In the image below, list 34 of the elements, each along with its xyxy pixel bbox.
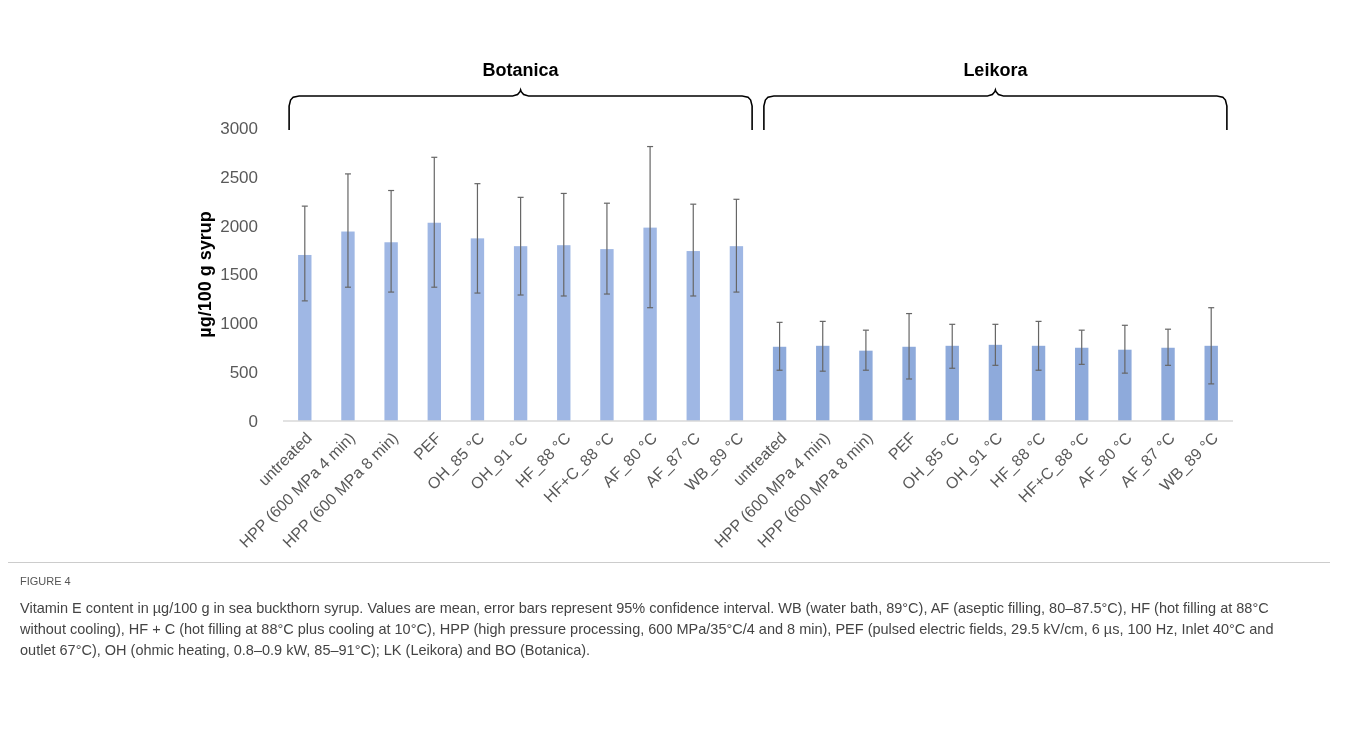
bar [1031, 345, 1046, 421]
caption: FIGURE 4 [20, 574, 72, 589]
y-tick-label: 0 [248, 411, 258, 431]
bar [557, 245, 571, 421]
text: Vitamin E content in µg/100 g in sea buckthorn syrup. Values are mean, error bars represent 95% confidence interval. WB (water bath, 89°C), AF (aseptic filling, 80–87.5°C), HF (hot filling at 88°C without cooling), HF + C (hot filling at 88°C plus cooling at 10°C), HPP (high pressure processing, 600 MPa/35°C/4 and 8 min), PEF (pulsed electric fields, 29.5 kV/cm, 6 µs, 100 Hz, Inlet 40°C and outlet 67°C), OH (ohmic heating, 0.8–0.9 kW, 85–91°C); LK (Leikora) and BO (Botanica). [20, 599, 1275, 660]
y-tick-label: 2000 [220, 216, 258, 236]
y-tick-label: 1500 [220, 265, 258, 285]
bar [1118, 349, 1132, 421]
bar [427, 222, 441, 421]
bar [988, 344, 1003, 421]
bar [384, 242, 398, 421]
bar [513, 246, 528, 421]
bar [816, 345, 830, 421]
text: Botanica [482, 60, 560, 80]
y-tick-label: 2500 [220, 167, 258, 187]
bar [1075, 347, 1089, 421]
bar [859, 350, 873, 421]
y-tick-label: 3000 [220, 118, 258, 138]
bar [686, 251, 700, 421]
bar [298, 254, 312, 421]
bar [1161, 347, 1175, 421]
bar [945, 345, 959, 421]
bar [643, 227, 657, 421]
y-tick-label: 500 [229, 363, 258, 383]
bar [341, 231, 355, 421]
text: Leikora [963, 60, 1029, 80]
bar [470, 238, 485, 421]
bar [729, 246, 744, 421]
y-axis-title: µg/100 g syrup [195, 211, 215, 338]
bar [902, 346, 916, 421]
bar [600, 249, 614, 421]
bar [772, 346, 787, 421]
bar [1204, 345, 1218, 421]
y-tick-label: 1000 [220, 314, 258, 334]
